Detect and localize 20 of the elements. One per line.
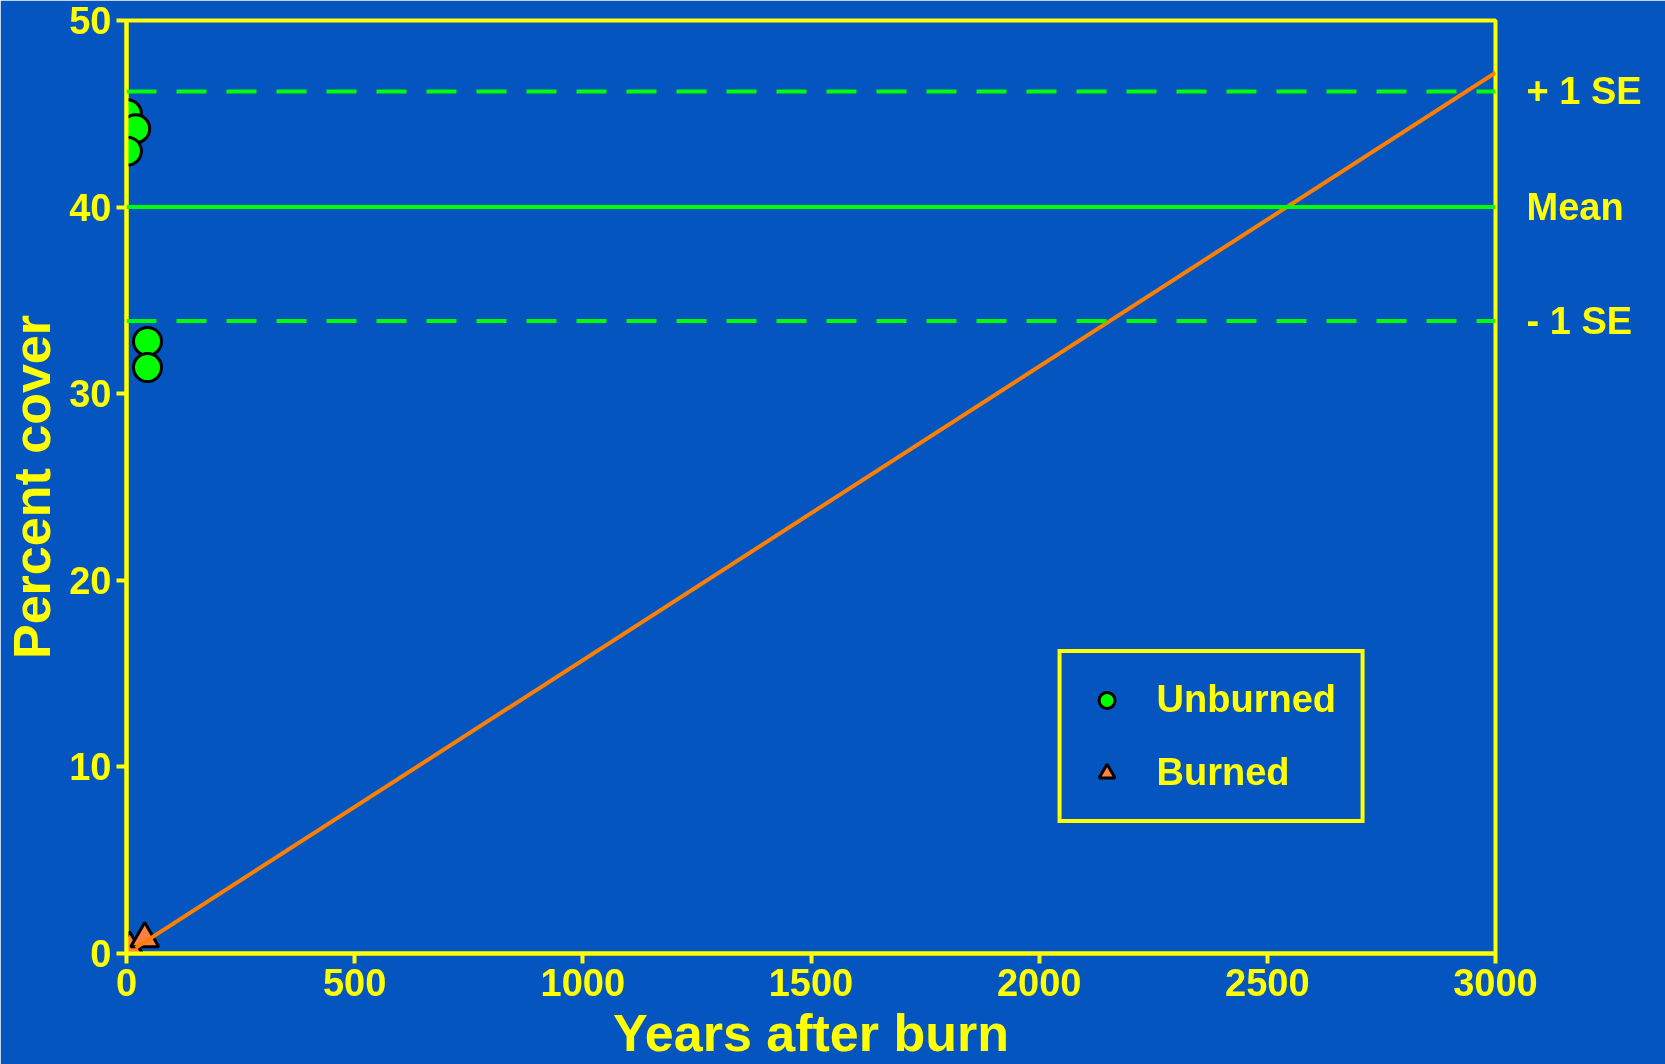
x-axis-title: Years after burn (613, 1003, 1009, 1062)
y-tick-label: 10 (69, 746, 112, 789)
ref-line-label: - 1 SE (1526, 299, 1633, 342)
y-axis-title: Percent cover (3, 315, 62, 659)
y-tick-label: 30 (69, 373, 112, 416)
ref-line-label: + 1 SE (1526, 70, 1642, 113)
x-tick-label: 2000 (996, 961, 1082, 1004)
legend-label: Unburned (1156, 678, 1336, 721)
y-tick-label: 20 (69, 559, 112, 602)
y-tick-label: 40 (69, 186, 112, 229)
x-tick-label: 2500 (1225, 961, 1310, 1004)
x-tick-label: 3000 (1453, 961, 1538, 1004)
x-tick-label: 1000 (540, 961, 626, 1004)
y-tick-label: 0 (90, 933, 112, 975)
legend-label: Burned (1156, 751, 1290, 794)
x-tick-label: 0 (115, 961, 138, 1004)
y-tick-label: 50 (69, 0, 112, 42)
ref-line-label: Mean (1526, 186, 1624, 229)
x-tick-label: 1500 (768, 961, 854, 1004)
x-tick-label: 500 (322, 961, 387, 1004)
